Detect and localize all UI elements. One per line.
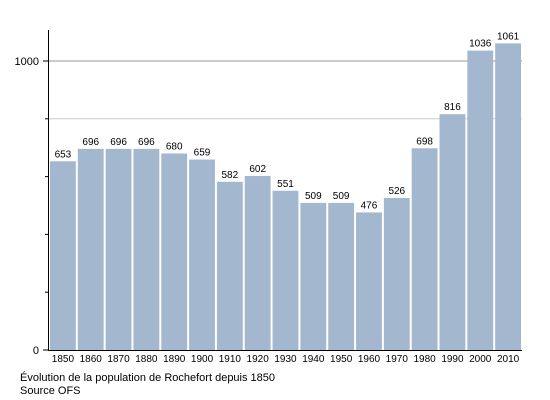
chart-source: Source OFS (20, 385, 81, 397)
data-label: 816 (444, 102, 461, 113)
data-label: 509 (333, 191, 350, 202)
data-label: 659 (194, 148, 211, 159)
x-tick-label: 1970 (386, 354, 409, 365)
bar (495, 43, 521, 350)
bar (356, 212, 382, 350)
bar (133, 148, 160, 350)
bar (383, 197, 410, 350)
x-tick-label: 1900 (191, 354, 214, 365)
bar (439, 114, 466, 351)
data-label: 696 (138, 137, 155, 148)
bar (272, 190, 299, 350)
x-tick-label: 1910 (219, 354, 242, 365)
bar (300, 202, 327, 350)
x-tick-label: 1890 (163, 354, 186, 365)
data-label: 698 (416, 136, 433, 147)
bar (50, 161, 76, 350)
bar (467, 50, 494, 350)
bar (244, 176, 271, 350)
bar (105, 148, 132, 350)
bar (77, 148, 104, 350)
bar (189, 159, 215, 350)
data-label: 696 (110, 137, 127, 148)
data-label: 1036 (469, 39, 492, 50)
y-tick-label: 1000 (15, 56, 39, 68)
data-label: 680 (166, 141, 183, 152)
data-label: 653 (55, 149, 72, 160)
x-tick-label: 1920 (247, 354, 270, 365)
data-label: 602 (249, 164, 266, 175)
bar (161, 153, 188, 350)
bar (328, 202, 355, 350)
x-tick-label: 1930 (274, 354, 297, 365)
x-tick-label: 1940 (302, 354, 325, 365)
x-tick-label: 2010 (497, 354, 520, 365)
chart-caption: Évolution de la population de Rochefort … (20, 372, 276, 384)
x-tick-label: 1950 (330, 354, 353, 365)
data-label: 551 (277, 179, 294, 190)
x-tick-label: 1990 (441, 354, 464, 365)
y-tick-label: 0 (33, 345, 39, 357)
data-label: 509 (305, 191, 322, 202)
bar (216, 181, 243, 350)
data-label: 1061 (497, 31, 520, 42)
x-tick-label: 1860 (80, 354, 103, 365)
bar (411, 148, 438, 350)
x-tick-label: 1980 (413, 354, 436, 365)
x-tick-label: 1850 (52, 354, 75, 365)
x-tick-label: 1880 (135, 354, 158, 365)
data-label: 696 (82, 137, 99, 148)
x-tick-label: 2000 (469, 354, 492, 365)
data-label: 526 (388, 186, 405, 197)
x-tick-label: 1870 (107, 354, 130, 365)
data-label: 582 (222, 170, 239, 181)
data-label: 476 (361, 200, 378, 211)
x-tick-label: 1960 (358, 354, 381, 365)
